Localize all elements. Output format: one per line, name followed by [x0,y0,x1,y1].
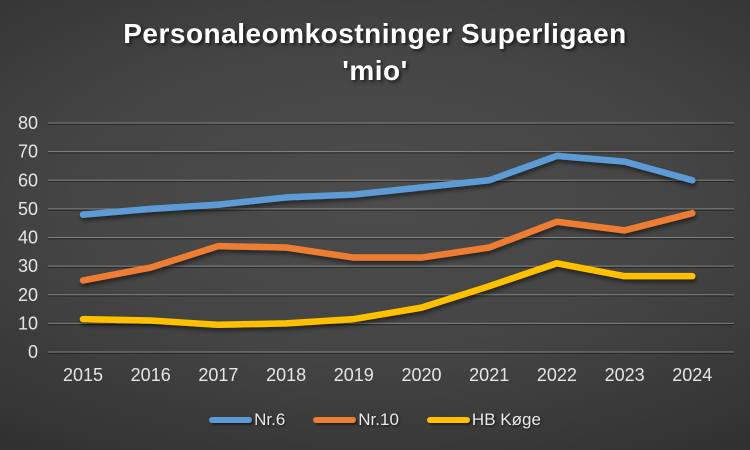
x-axis-tick-label: 2022 [537,365,577,385]
y-axis-tick-label: 80 [18,113,38,133]
y-axis-tick-label: 70 [18,142,38,162]
x-axis-tick-label: 2019 [334,365,374,385]
x-axis-tick-label: 2020 [401,365,441,385]
series-line-nr-10 [79,209,696,284]
legend-item-hb-koge: HB Køge [426,410,541,430]
series-line-nr-6 [79,152,696,218]
y-axis-tick-label: 60 [18,170,38,190]
chart-legend: Nr.6 Nr.10 HB Køge [0,410,750,430]
x-axis-tick-label: 2017 [198,365,238,385]
x-axis-tick-label: 2015 [63,365,103,385]
chart-title: Personaleomkostninger Superligaen 'mio' [0,15,750,89]
legend-item-nr6: Nr.6 [209,410,285,430]
chart-title-line2: 'mio' [342,55,408,86]
y-axis-tick-label: 0 [28,342,38,362]
y-axis-tick-label: 50 [18,199,38,219]
x-axis-tick-label: 2023 [605,365,645,385]
chart-title-line1: Personaleomkostninger Superligaen [123,18,627,49]
x-axis-tick-label: 2021 [469,365,509,385]
x-axis-tick-label: 2016 [131,365,171,385]
legend-label-nr10: Nr.10 [358,410,399,429]
series-line-hb-k-ge [79,260,696,329]
y-axis-tick-label: 20 [18,285,38,305]
y-axis-tick-label: 30 [18,256,38,276]
y-axis-tick-label: 10 [18,313,38,333]
legend-label-hb-koge: HB Køge [471,410,541,429]
legend-swatch-nr6 [209,417,253,423]
x-axis-tick-label: 2024 [672,365,712,385]
y-axis-tick-label: 40 [18,228,38,248]
legend-label-nr6: Nr.6 [254,410,286,429]
legend-item-nr10: Nr.10 [313,410,399,430]
x-axis-tick-label: 2018 [266,365,306,385]
legend-swatch-hb-koge [426,417,470,423]
legend-swatch-nr10 [313,417,357,423]
